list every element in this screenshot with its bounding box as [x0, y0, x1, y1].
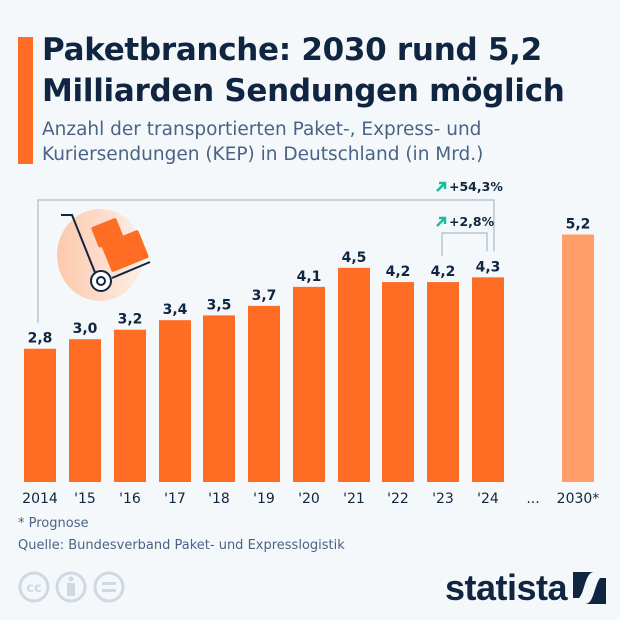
bracket-2014-2024: [37, 199, 495, 323]
data-label: 3,5: [207, 297, 232, 313]
trend-up-arrow-icon: [436, 181, 447, 192]
bar-10: [472, 277, 504, 482]
bar-2: [114, 329, 146, 482]
data-label: 2,8: [28, 331, 53, 347]
bar-3: [159, 320, 191, 482]
x-tick-label: '19: [253, 491, 275, 507]
bar-8: [382, 282, 414, 482]
bar-1: [69, 339, 101, 482]
x-tick-label: '22: [387, 491, 409, 507]
bar-0: [24, 348, 56, 482]
bar-7: [338, 267, 370, 482]
bar-4: [203, 315, 235, 482]
bar-6: [293, 286, 325, 482]
data-label: 3,4: [163, 302, 188, 318]
title-accent-bar: [18, 37, 33, 164]
chart-title: Paketbranche: 2030 rund 5,2 Milliarden S…: [42, 32, 565, 109]
x-tick-label: '15: [74, 491, 96, 507]
data-label: 3,7: [252, 288, 277, 304]
data-label: 5,2: [566, 216, 591, 232]
x-tick-label: '16: [119, 491, 141, 507]
x-tick-label: '17: [164, 491, 186, 507]
x-tick-label: '21: [343, 491, 365, 507]
data-label: 4,2: [386, 264, 411, 280]
data-label: 3,0: [73, 321, 98, 337]
chart-subtitle: Anzahl der transportierten Paket-, Expre…: [42, 119, 484, 165]
data-label: 4,2: [431, 264, 456, 280]
data-label: 3,2: [118, 312, 143, 328]
hand-truck-icon: [57, 209, 151, 301]
trend-up-arrow-icon: [436, 216, 447, 227]
x-tick-label: 2014: [22, 491, 58, 507]
bracket-2023-2024: [441, 232, 488, 257]
bar-5: [248, 305, 280, 482]
gap-label: ...: [526, 491, 539, 507]
data-label: 4,3: [476, 259, 501, 275]
data-label: 4,5: [342, 250, 367, 266]
bar-11: [562, 234, 594, 482]
change-annotation: +2,8%: [449, 214, 495, 229]
x-tick-label: '20: [298, 491, 320, 507]
data-label: 4,1: [297, 269, 322, 285]
change-annotation: +54,3%: [449, 179, 503, 194]
x-tick-label: '24: [477, 491, 499, 507]
x-tick-label: '23: [432, 491, 454, 507]
footnote: * Prognose: [18, 516, 89, 531]
x-tick-label: '18: [208, 491, 230, 507]
source: Quelle: Bundesverband Paket- und Express…: [18, 538, 345, 553]
bar-9: [427, 282, 459, 482]
x-tick-label: 2030*: [557, 491, 600, 507]
